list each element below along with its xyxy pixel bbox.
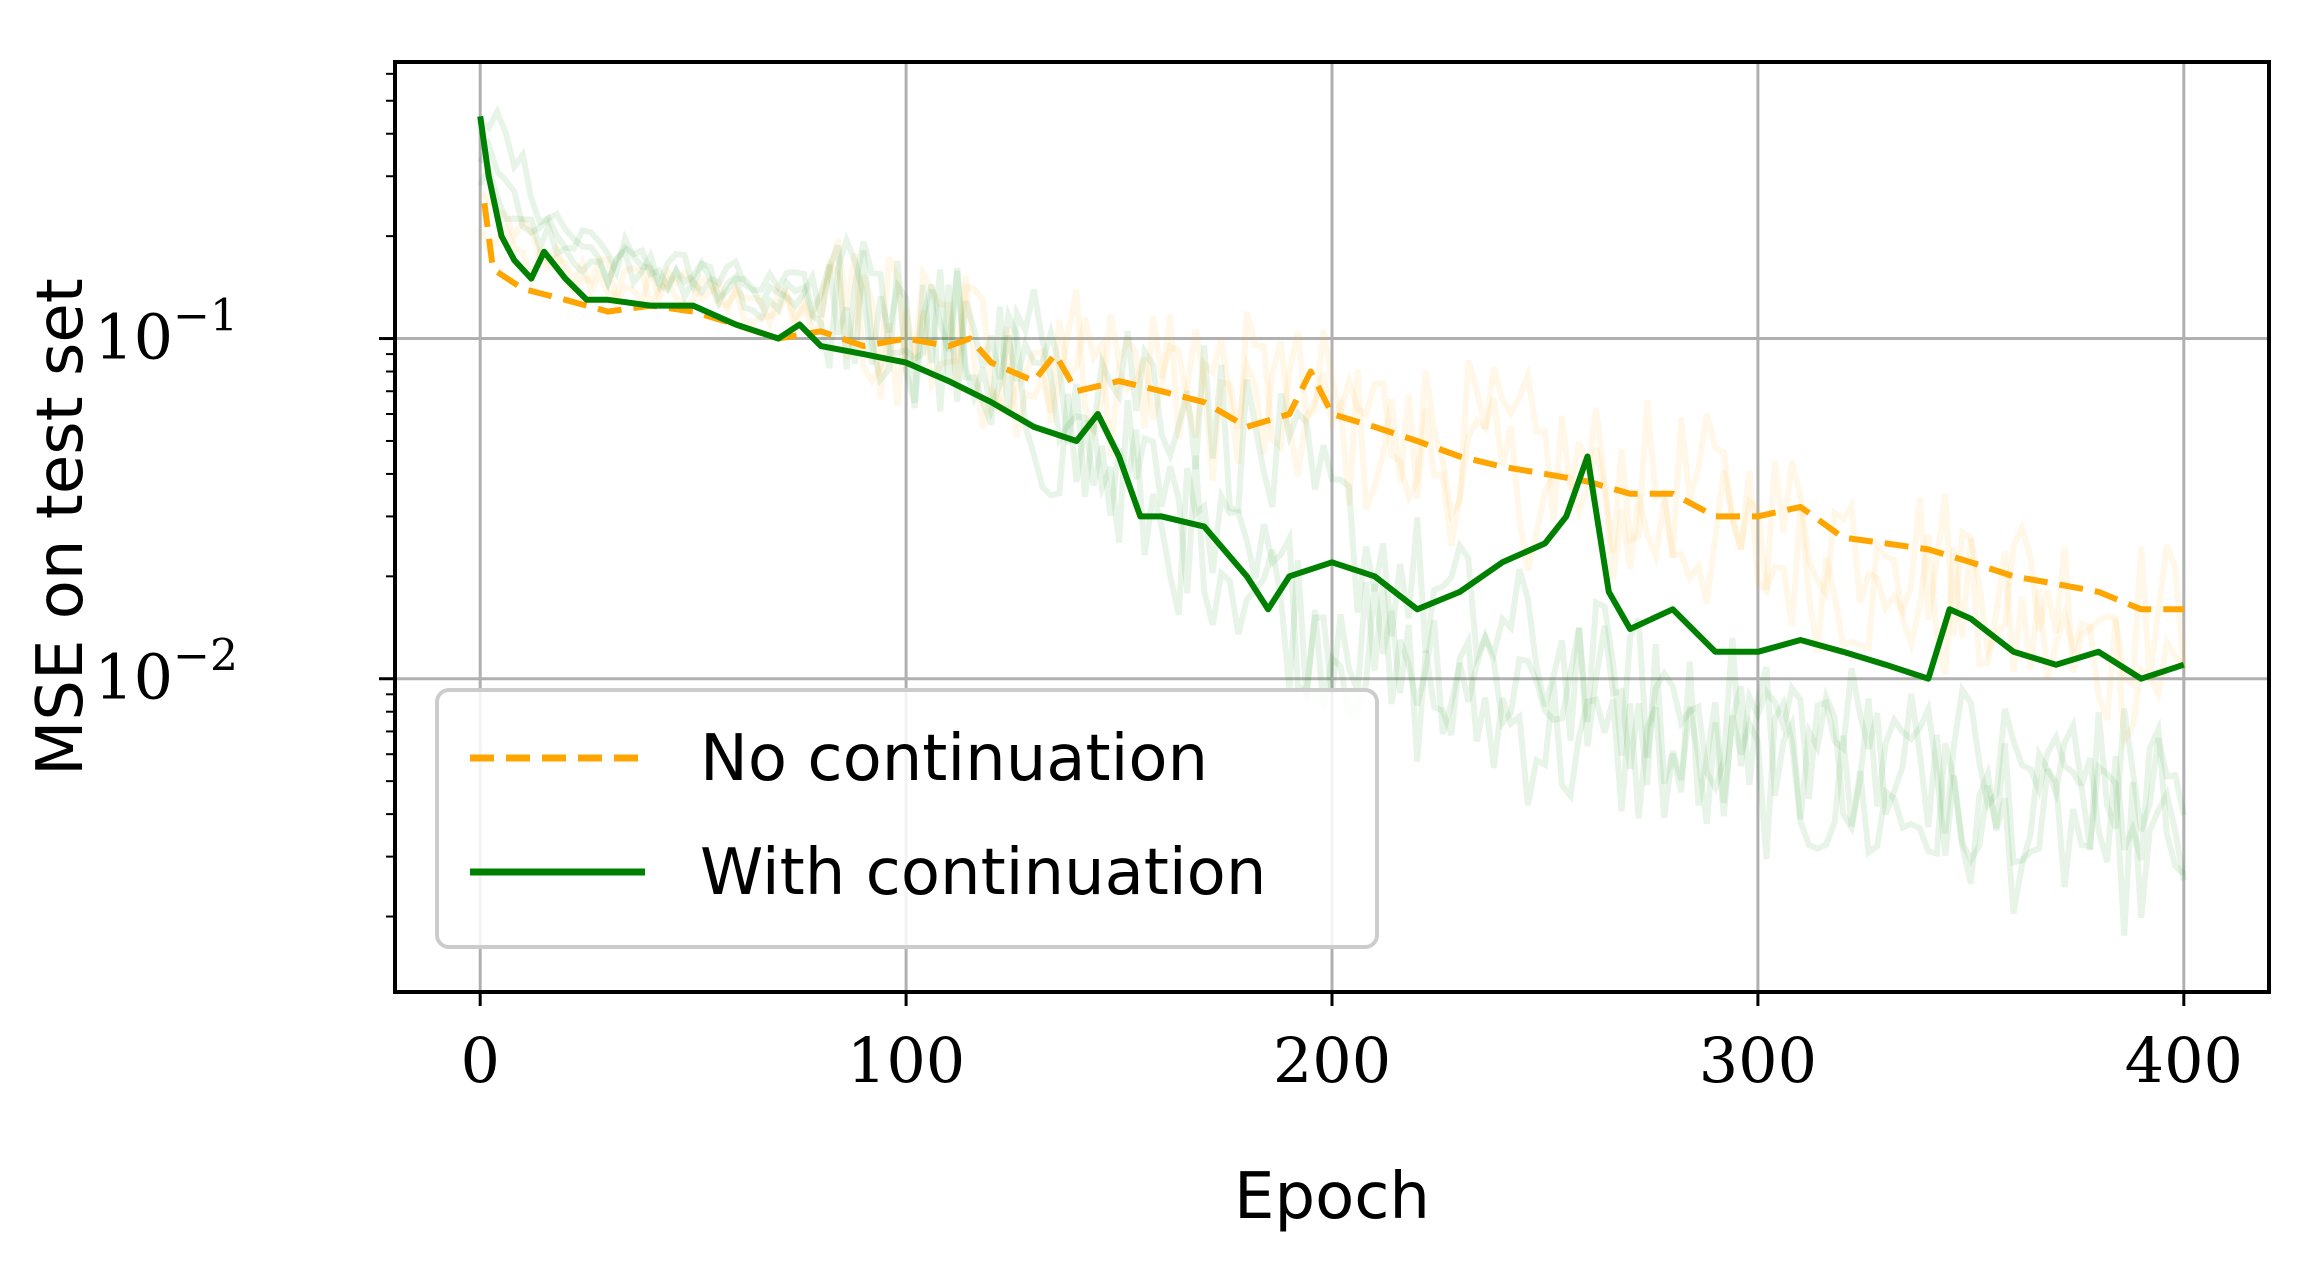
y-tick-label: 10−1 [94,291,238,374]
x-axis-label: Epoch [1234,1160,1430,1234]
background-run [478,104,2187,936]
legend-box [435,688,1379,949]
y-tick-label: 10−2 [94,631,238,714]
series-layer [477,115,2185,682]
x-tick-label: 200 [1273,1024,1391,1097]
background-run [477,222,2187,751]
y-axis-label: MSE on test set [24,278,98,776]
legend-label-with-continuation: With continuation [700,836,1266,910]
legend: No continuation With continuation [435,688,1379,949]
x-tick-label: 300 [1699,1024,1817,1097]
background-run [477,160,2187,851]
y-tick-base: 10 [94,641,173,714]
ticks [379,72,2186,1006]
series-line-1 [477,115,2185,682]
x-tick-label: 400 [2125,1024,2243,1097]
grid [395,62,2269,992]
background-run [478,190,2187,691]
background-runs [477,104,2187,936]
y-tick-base: 10 [94,301,173,374]
y-tick-exponent: −1 [173,291,238,342]
y-tick-exponent: −2 [173,631,238,682]
x-tick-label: 100 [847,1024,965,1097]
x-tick-label: 0 [460,1024,499,1097]
legend-label-no-continuation: No continuation [700,722,1208,796]
